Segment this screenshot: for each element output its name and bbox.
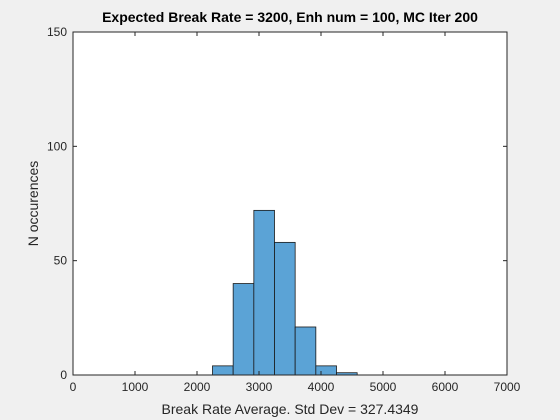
histogram-bar: [274, 241, 296, 376]
x-tick-label: 2000: [184, 380, 211, 394]
x-axis-label: Break Rate Average. Std Dev = 327.4349: [162, 401, 419, 417]
x-tick-label: 6000: [432, 380, 459, 394]
histogram-bar: [253, 209, 275, 376]
x-tick-label: 7000: [494, 380, 521, 394]
x-tick-label: 1000: [122, 380, 149, 394]
y-tick-label: 50: [54, 254, 68, 268]
x-tick-label: 0: [70, 380, 77, 394]
x-tick-label: 4000: [308, 380, 335, 394]
y-axis-label: N occurences: [25, 161, 41, 247]
plot-frame: [72, 31, 508, 376]
histogram-bar: [315, 365, 337, 376]
chart-title: Expected Break Rate = 3200, Enh num = 10…: [102, 9, 478, 25]
y-tick-label: 100: [47, 139, 67, 153]
y-axis-ticks: 0 50 100 150: [47, 25, 507, 382]
histogram-bar: [232, 283, 255, 376]
y-tick-label: 0: [60, 368, 67, 382]
x-axis-ticks: 0 1000 2000 3000 4000 5000 6000 7000: [70, 32, 521, 394]
x-tick-label: 5000: [370, 380, 397, 394]
y-tick-label: 150: [47, 25, 67, 39]
histogram-bar: [294, 326, 317, 376]
histogram-bar: [212, 365, 234, 376]
x-tick-label: 3000: [246, 380, 273, 394]
